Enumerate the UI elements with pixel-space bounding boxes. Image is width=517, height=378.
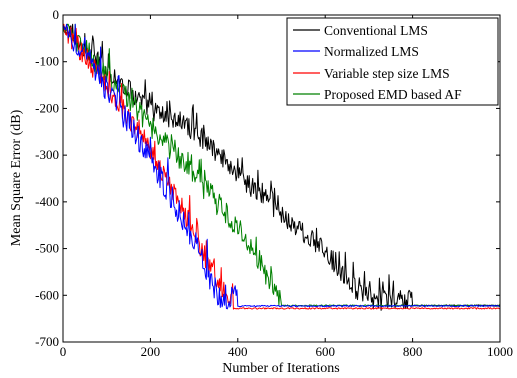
- y-tick-label: -500: [35, 241, 59, 256]
- y-tick-label: -700: [35, 334, 59, 349]
- series-layer: [62, 23, 501, 311]
- legend-label-conventional-lms: Conventional LMS: [324, 23, 428, 38]
- legend: Conventional LMS Normalized LMS Variable…: [286, 17, 499, 106]
- legend-label-normalized-lms: Normalized LMS: [324, 44, 419, 59]
- ticks-layer: 0 200 400 600 800 1000 0 -100 -200 -300 -400 -500 -6…: [35, 7, 513, 359]
- y-tick-label: -100: [35, 54, 59, 69]
- series-line-variable-step-size-lms: [62, 23, 501, 310]
- x-tick-label: 200: [141, 344, 161, 359]
- legend-label-proposed-emd-based-af: Proposed EMD based AF: [324, 87, 462, 102]
- x-tick-label: 800: [403, 344, 423, 359]
- x-tick-label: 600: [315, 344, 335, 359]
- legend-label-variable-step-size-lms: Variable step size LMS: [324, 66, 450, 81]
- x-tick-label: 400: [228, 344, 248, 359]
- y-axis-title: Mean Square Error (dB): [9, 109, 24, 246]
- series-line-normalized-lms: [62, 23, 501, 310]
- y-tick-label: -300: [35, 147, 59, 162]
- plot-frame: [62, 14, 501, 343]
- x-tick-label: 1000: [487, 344, 513, 359]
- x-axis-title: Number of Iterations: [222, 361, 339, 376]
- y-tick-label: 0: [53, 7, 60, 22]
- y-tick-label: -600: [35, 287, 59, 302]
- legend-box: [286, 17, 499, 106]
- x-tick-label: 0: [60, 344, 67, 359]
- y-tick-label: -200: [35, 100, 59, 115]
- y-tick-label: -400: [35, 194, 59, 209]
